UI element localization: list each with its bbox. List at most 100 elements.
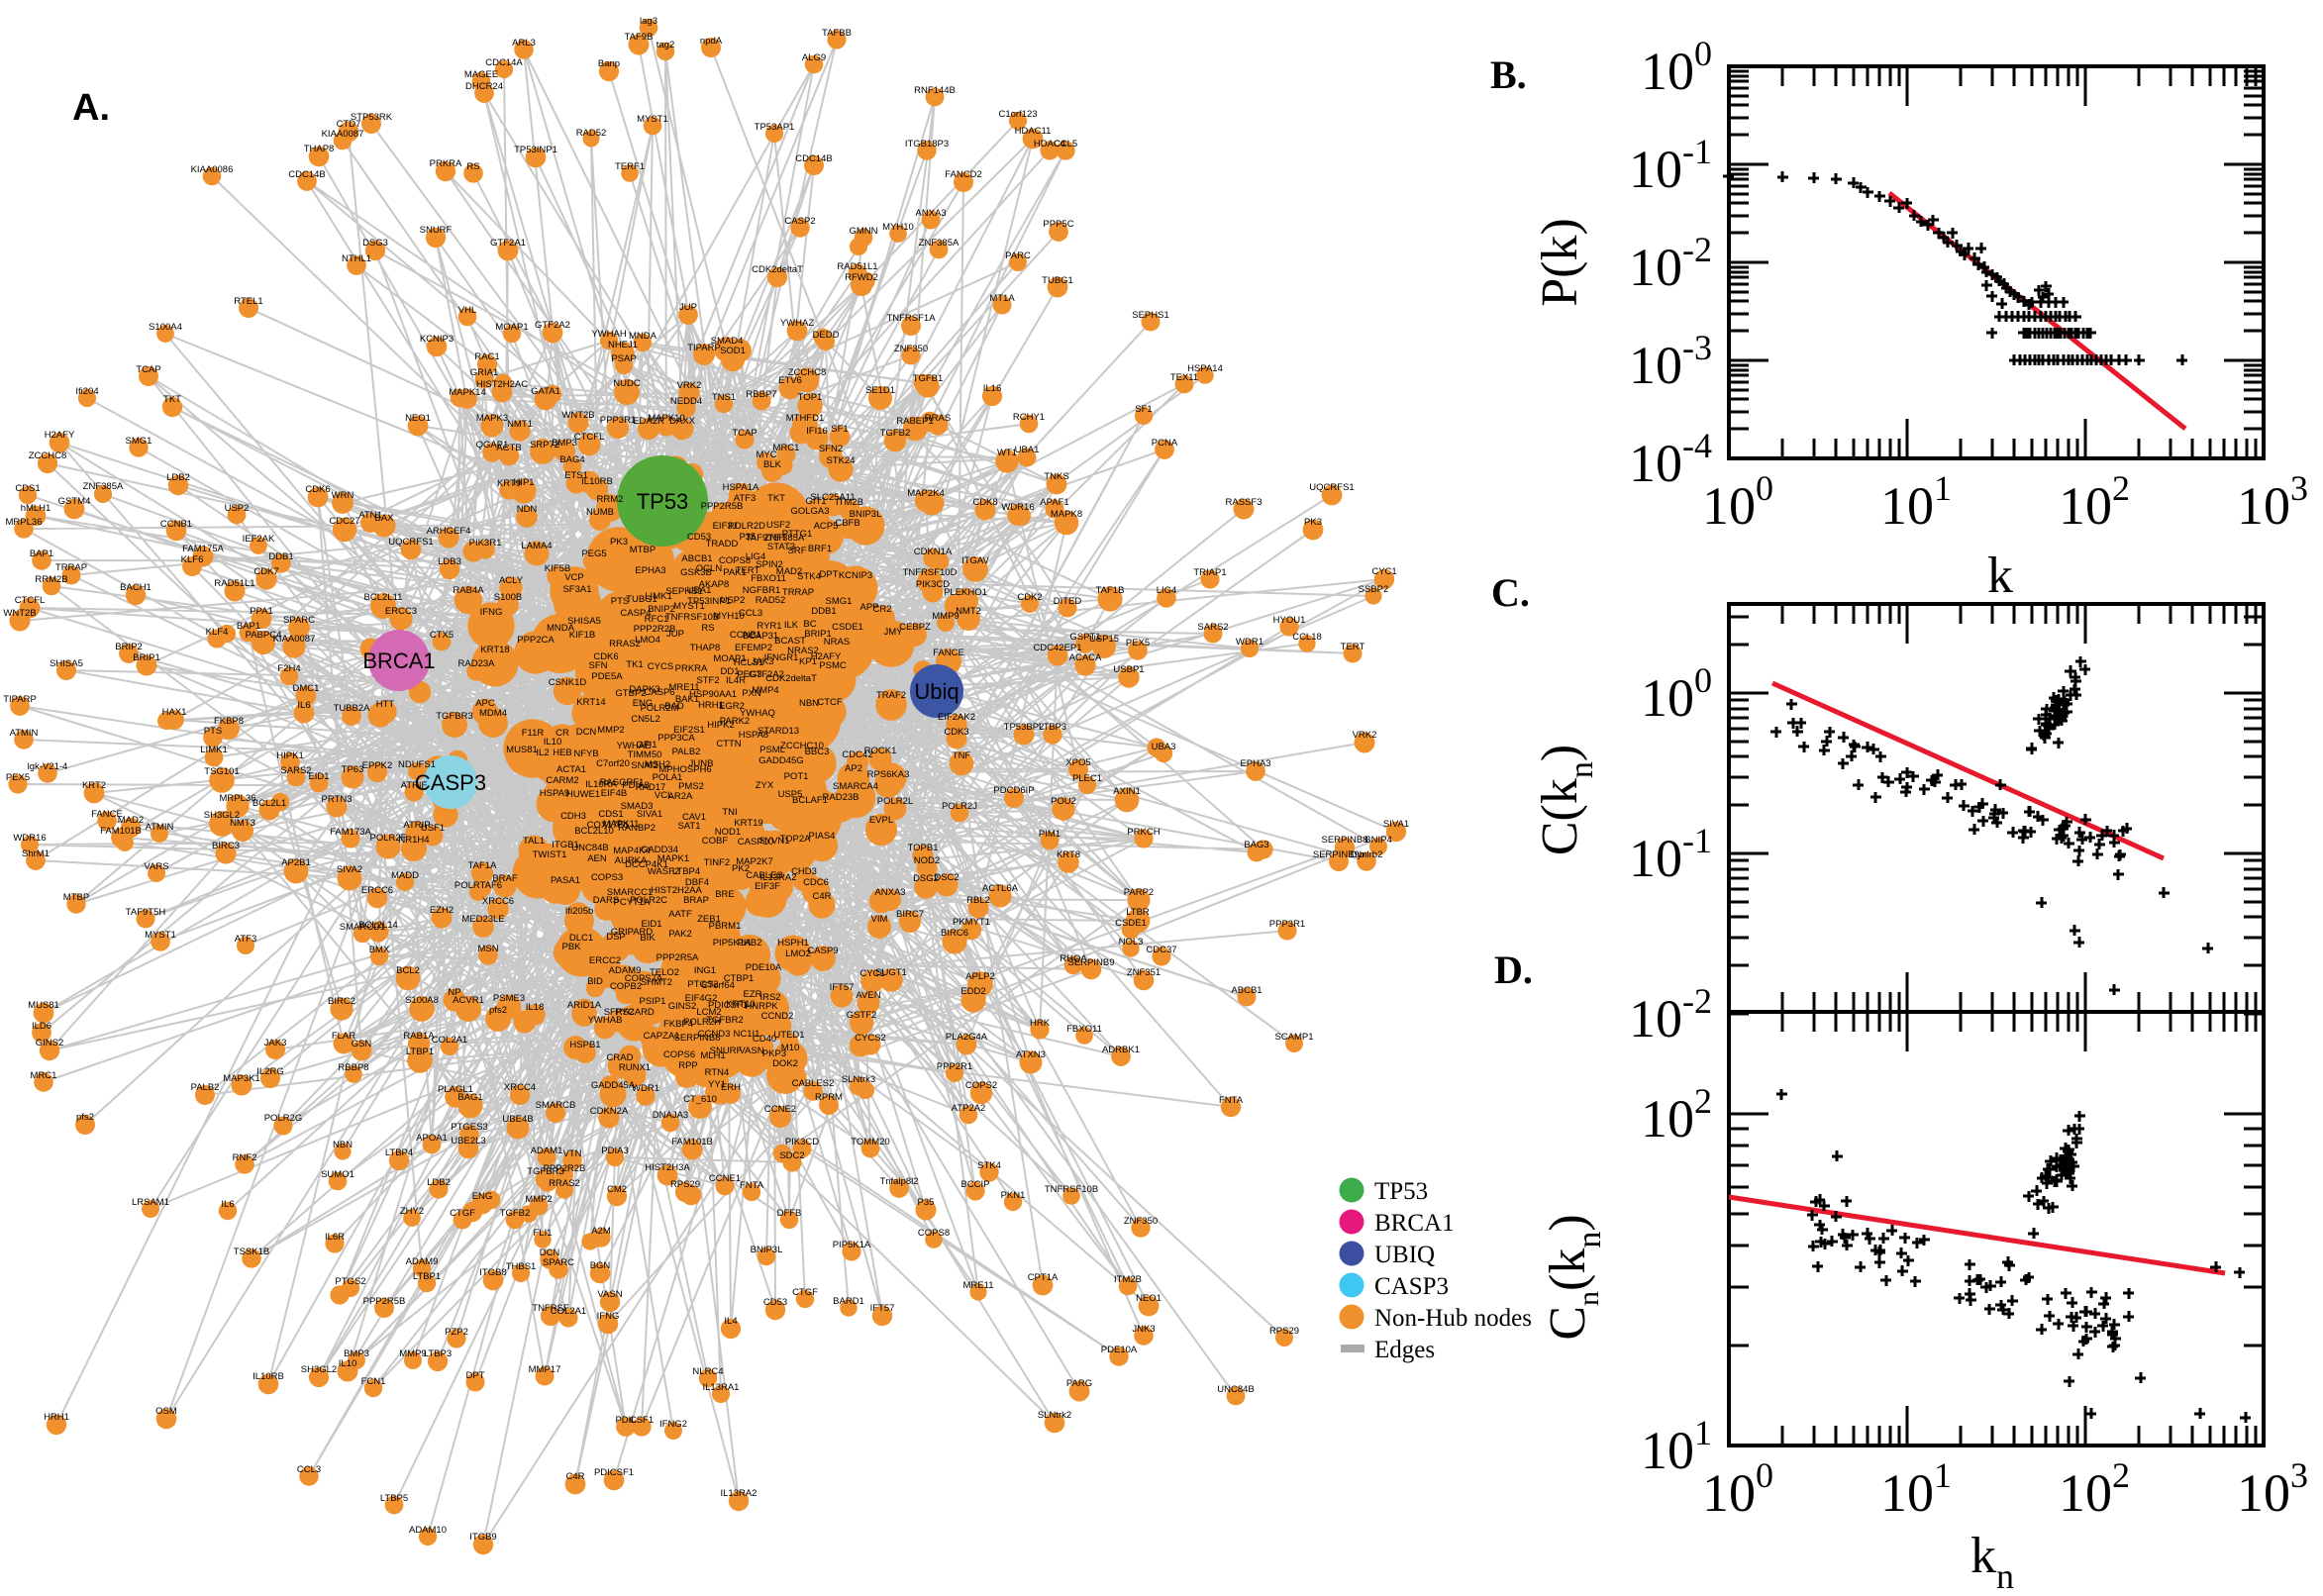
svg-text:NBN: NBN xyxy=(799,698,819,709)
svg-text:IL4R: IL4R xyxy=(726,675,746,686)
svg-text:BIK: BIK xyxy=(640,933,656,944)
svg-text:HAX1: HAX1 xyxy=(162,707,187,718)
svg-text:IFNG: IFNG xyxy=(597,1311,620,1322)
svg-text:CYC1: CYC1 xyxy=(859,968,884,979)
svg-text:Banp: Banp xyxy=(598,58,620,69)
svg-text:XRCC4: XRCC4 xyxy=(504,1082,536,1093)
svg-text:TNFRSF1A: TNFRSF1A xyxy=(886,313,936,324)
svg-text:TP53: TP53 xyxy=(1374,1178,1428,1205)
svg-text:ATF3: ATF3 xyxy=(734,493,757,504)
svg-text:103: 103 xyxy=(2237,1455,2308,1523)
svg-text:RAD17: RAD17 xyxy=(636,782,666,793)
svg-text:PIM1: PIM1 xyxy=(1039,829,1060,840)
svg-text:CABLES: CABLES xyxy=(746,870,783,881)
svg-text:CASP10: CASP10 xyxy=(738,837,773,848)
svg-text:IEF2AK: IEF2AK xyxy=(243,534,275,545)
svg-text:GTF2A2: GTF2A2 xyxy=(535,320,570,331)
svg-text:ADAM9: ADAM9 xyxy=(406,1256,439,1267)
svg-text:CTCFL: CTCFL xyxy=(574,432,605,443)
svg-text:LTBP5: LTBP5 xyxy=(380,1493,408,1504)
svg-text:CTCF: CTCF xyxy=(817,697,843,708)
svg-text:DCCP4K1: DCCP4K1 xyxy=(625,859,668,870)
svg-text:LTBR: LTBR xyxy=(1126,907,1150,918)
svg-text:CSDE1: CSDE1 xyxy=(1115,918,1147,929)
svg-text:XRCC6: XRCC6 xyxy=(482,896,514,907)
svg-text:SPIN2: SPIN2 xyxy=(756,559,782,570)
svg-text:PARP2: PARP2 xyxy=(1124,887,1154,898)
svg-text:CDK6: CDK6 xyxy=(593,651,618,662)
svg-text:MAPK1: MAPK1 xyxy=(657,853,689,864)
svg-text:CD53: CD53 xyxy=(687,532,711,543)
svg-text:MUS81: MUS81 xyxy=(506,745,538,755)
svg-text:ITM2B: ITM2B xyxy=(1114,1274,1142,1285)
svg-text:IFNG2: IFNG2 xyxy=(659,1419,687,1430)
svg-text:PSML: PSML xyxy=(759,745,785,755)
svg-text:GINS2: GINS2 xyxy=(36,1038,64,1048)
svg-text:GSN: GSN xyxy=(352,1039,372,1049)
svg-text:COPS8: COPS8 xyxy=(918,1228,950,1239)
svg-text:Dynlrb2: Dynlrb2 xyxy=(1351,849,1383,860)
svg-text:SMARCB: SMARCB xyxy=(536,1100,576,1111)
svg-text:SDC2: SDC2 xyxy=(779,1150,804,1161)
svg-text:SEPHS1: SEPHS1 xyxy=(665,586,703,597)
svg-text:BIRC6: BIRC6 xyxy=(941,928,968,939)
svg-text:S100B: S100B xyxy=(494,592,523,603)
svg-text:RFC1: RFC1 xyxy=(645,614,669,625)
svg-text:DDB1: DDB1 xyxy=(268,551,293,562)
svg-text:CSF1: CSF1 xyxy=(630,1415,654,1426)
svg-text:AXIN1: AXIN1 xyxy=(1113,786,1140,797)
svg-text:TAF9T5H: TAF9T5H xyxy=(746,533,786,544)
svg-text:HIST2H2AA: HIST2H2AA xyxy=(651,885,702,896)
svg-text:NDUFS1: NDUFS1 xyxy=(398,759,436,770)
svg-text:SERPINB8: SERPINB8 xyxy=(1322,835,1368,846)
svg-text:PPP2R1: PPP2R1 xyxy=(937,1061,972,1072)
svg-text:SMAD4: SMAD4 xyxy=(711,336,744,347)
svg-text:TGFBR3: TGFBR3 xyxy=(436,711,472,722)
svg-text:MSN: MSN xyxy=(477,944,498,954)
svg-text:CABLES2: CABLES2 xyxy=(792,1078,835,1089)
svg-text:FNTA: FNTA xyxy=(1219,1095,1244,1106)
svg-text:LIG4: LIG4 xyxy=(1157,585,1177,596)
svg-text:RS: RS xyxy=(701,623,714,634)
svg-text:DSP: DSP xyxy=(606,932,626,943)
svg-text:KLF6: KLF6 xyxy=(181,554,204,565)
svg-text:GADD45A: GADD45A xyxy=(591,1080,636,1091)
svg-text:HSP90AA1: HSP90AA1 xyxy=(689,689,737,700)
svg-text:GSPT1: GSPT1 xyxy=(1069,632,1100,643)
svg-text:RNF144B: RNF144B xyxy=(914,85,956,96)
svg-text:BAG1: BAG1 xyxy=(457,1092,482,1103)
svg-text:WRN: WRN xyxy=(332,490,354,501)
svg-text:DPT: DPT xyxy=(466,1370,485,1381)
svg-text:BMP3: BMP3 xyxy=(552,438,577,449)
svg-text:BRIP2: BRIP2 xyxy=(115,642,142,652)
svg-text:JAK3: JAK3 xyxy=(264,1038,287,1048)
svg-text:THAP8: THAP8 xyxy=(690,643,721,653)
svg-text:EDA2R: EDA2R xyxy=(633,416,664,427)
svg-text:CCNB1: CCNB1 xyxy=(160,519,192,530)
svg-text:CDK8: CDK8 xyxy=(972,497,997,508)
svg-text:SIVA1: SIVA1 xyxy=(1383,819,1409,830)
svg-text:DFFB: DFFB xyxy=(777,1208,802,1219)
svg-text:HNRPK: HNRPK xyxy=(745,1001,778,1012)
svg-text:Ifi205b: Ifi205b xyxy=(565,906,594,917)
svg-text:B.: B. xyxy=(1490,52,1527,97)
svg-text:LIMK1: LIMK1 xyxy=(645,591,671,602)
svg-text:MYC: MYC xyxy=(756,449,776,460)
svg-text:CDC27: CDC27 xyxy=(329,516,359,527)
svg-text:PIK3CD: PIK3CD xyxy=(916,579,950,590)
svg-text:BID: BID xyxy=(587,976,603,987)
svg-text:S100A4: S100A4 xyxy=(149,322,182,333)
svg-text:MLH1: MLH1 xyxy=(700,1050,725,1061)
svg-text:GTF2A2: GTF2A2 xyxy=(749,669,784,680)
svg-text:AVEN: AVEN xyxy=(856,990,880,1001)
svg-text:HSPH1: HSPH1 xyxy=(777,938,809,948)
svg-text:IFT57: IFT57 xyxy=(830,982,855,993)
svg-text:PK2: PK2 xyxy=(732,863,750,874)
svg-text:MRPL36: MRPL36 xyxy=(220,793,256,804)
svg-text:KIF1B: KIF1B xyxy=(569,630,595,641)
svg-text:RBL2: RBL2 xyxy=(966,895,990,906)
svg-text:FKBP4: FKBP4 xyxy=(663,1019,693,1030)
svg-text:YWHAQ: YWHAQ xyxy=(740,708,775,719)
svg-text:SF1: SF1 xyxy=(1135,404,1152,415)
svg-text:PBRM1: PBRM1 xyxy=(709,921,742,932)
